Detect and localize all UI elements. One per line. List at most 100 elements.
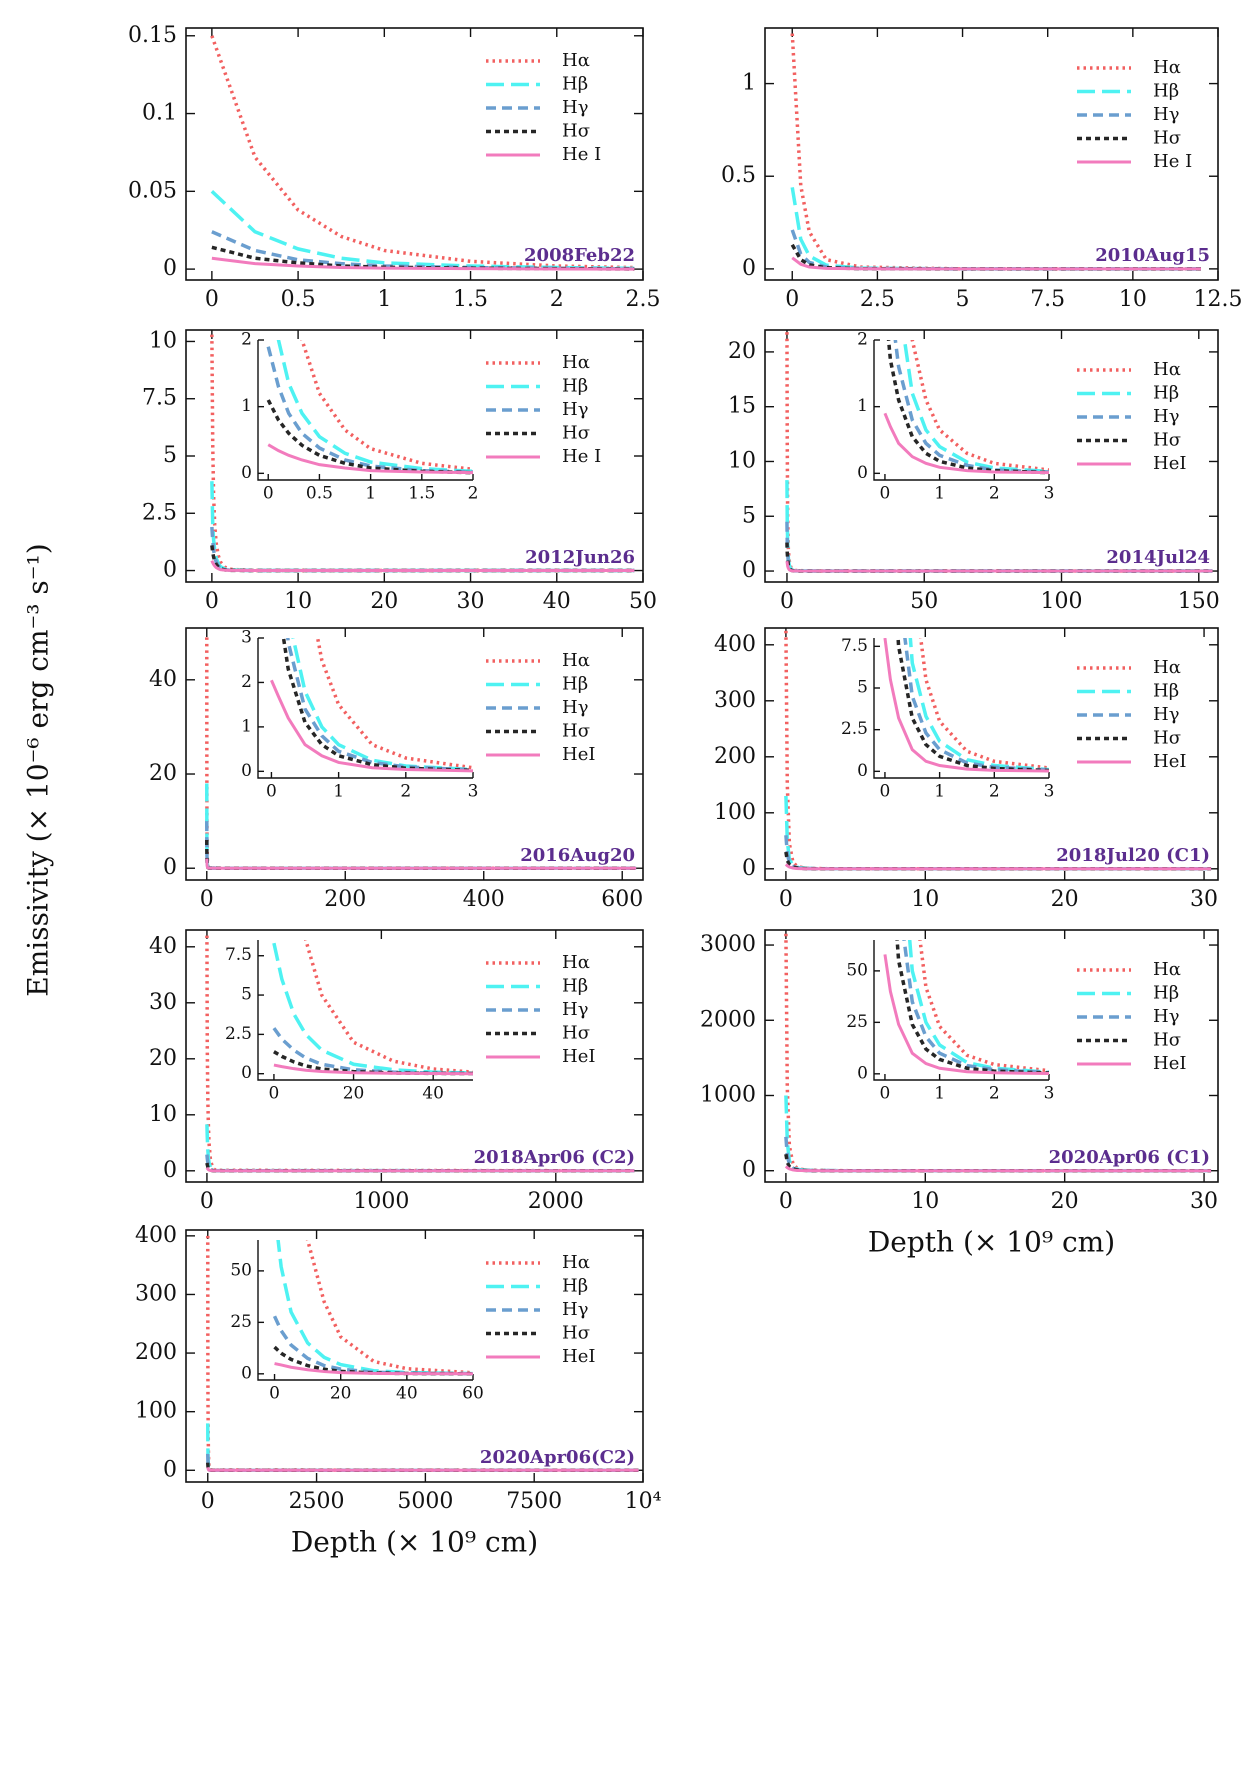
y-tick-label: 0 <box>163 558 177 583</box>
y-tick-label: 2.5 <box>841 719 868 739</box>
x-tick-label: 5 <box>956 287 970 312</box>
x-tick-label: 40 <box>422 1084 444 1104</box>
x-tick-label: 200 <box>324 887 366 912</box>
y-tick-label: 100 <box>135 1399 177 1424</box>
panel-label: 2018Apr06 (C2) <box>474 1147 635 1168</box>
axes-frame <box>764 27 1219 281</box>
x-tick-label: 20 <box>370 589 398 614</box>
series-line <box>211 256 635 271</box>
x-tick-label: 3 <box>1044 1084 1055 1104</box>
x-tick-label: 12.5 <box>1194 287 1243 312</box>
y-tick-label: 7.5 <box>841 636 868 656</box>
series-line <box>270 679 473 773</box>
x-tick-label: 1 <box>365 484 376 504</box>
legend-label: Hγ <box>1153 1006 1179 1027</box>
x-tick-label: 7.5 <box>1030 287 1065 312</box>
inset-spines <box>873 340 1049 481</box>
series-line <box>907 940 1049 1074</box>
y-tick-label: 0 <box>163 256 177 281</box>
x-axis-label: Depth (× 10⁹ cm) <box>868 1226 1115 1259</box>
y-tick-label: 0 <box>241 1363 252 1383</box>
x-tick-label: 600 <box>601 887 643 912</box>
y-tick-label: 100 <box>714 800 756 825</box>
x-tick-label: 2 <box>989 1084 1000 1104</box>
y-tick-label: 50 <box>846 960 868 980</box>
legend-label: Hβ <box>562 976 588 997</box>
inset-spines <box>257 638 473 779</box>
series-line <box>902 340 1049 474</box>
x-tick-label: 0 <box>880 782 891 802</box>
y-tick-label: 300 <box>135 1281 177 1306</box>
series-line <box>266 346 473 474</box>
x-tick-label: 10 <box>911 887 939 912</box>
legend-label: HeI <box>1153 1053 1186 1074</box>
series-line <box>893 340 1049 474</box>
y-tick-label: 0 <box>742 1158 756 1183</box>
legend-label: Hα <box>562 352 590 373</box>
legend-label: Hα <box>562 952 590 973</box>
x-tick-label: 10 <box>1119 287 1147 312</box>
inset-background <box>874 940 1049 1080</box>
y-tick-label: 300 <box>714 688 756 713</box>
x-tick-label: 400 <box>463 887 505 912</box>
inset: 0 20 40 0 2.5 5 7.5 <box>225 940 473 1104</box>
x-tick-label: 30 <box>1190 1189 1218 1214</box>
series-line <box>206 1462 639 1473</box>
x-tick-label: 7500 <box>506 1489 562 1514</box>
x-tick-label: 30 <box>1190 887 1218 912</box>
legend-label: Hγ <box>562 399 588 420</box>
y-axis-label: Emissivity (× 10⁻⁶ erg cm⁻³ s⁻¹) <box>22 543 55 996</box>
x-tick-label: 2000 <box>528 1189 584 1214</box>
y-tick-label: 2 <box>241 672 252 692</box>
y-tick-label: 25 <box>230 1312 252 1332</box>
legend-label: Hσ <box>562 721 590 742</box>
series-line <box>273 1063 473 1076</box>
y-tick-label: 0 <box>857 761 868 781</box>
axes-frame <box>185 27 644 281</box>
x-axis-label: Depth (× 10⁹ cm) <box>291 1526 538 1559</box>
y-tick-label: 0 <box>163 855 177 880</box>
series-line <box>791 256 1201 271</box>
series-line <box>908 638 1049 772</box>
y-tick-label: 0 <box>241 463 252 483</box>
y-tick-label: 2.5 <box>225 1024 252 1044</box>
x-tick-label: 50 <box>629 589 657 614</box>
y-tick-label: 5 <box>742 503 756 528</box>
x-tick-label: 2.5 <box>860 287 895 312</box>
series-line <box>291 638 473 772</box>
legend-label: Hσ <box>1153 1030 1181 1051</box>
x-tick-label: 3 <box>1044 782 1055 802</box>
x-tick-label: 10 <box>911 1189 939 1214</box>
x-tick-label: 0 <box>201 1489 215 1514</box>
inset: 0 0.5 1 1.5 2 0 1 2 <box>241 330 478 504</box>
y-tick-label: 0 <box>742 856 756 881</box>
series-line <box>210 560 635 573</box>
y-tick-label: 2 <box>241 330 252 350</box>
x-tick-label: 0.5 <box>306 484 333 504</box>
y-tick-label: 0.5 <box>721 163 756 188</box>
panel-label: 2018Jul20 (C1) <box>1056 845 1210 866</box>
inset-background <box>258 638 473 778</box>
legend-label: Hσ <box>1153 728 1181 749</box>
y-tick-label: 2.5 <box>142 500 177 525</box>
x-tick-label: 40 <box>396 1384 418 1404</box>
series-line <box>272 1315 473 1376</box>
legend-label: Hγ <box>562 97 588 118</box>
legend-label: Hβ <box>1153 81 1179 102</box>
legend-label: He I <box>562 144 601 165</box>
series-line <box>896 638 1049 773</box>
legend-label: Hγ <box>1153 704 1179 725</box>
y-tick-label: 0 <box>241 761 252 781</box>
legend-label: HeI <box>1153 751 1186 772</box>
legend-label: Hα <box>1153 57 1181 78</box>
inset-spines <box>873 940 1049 1081</box>
x-tick-label: 60 <box>462 1384 484 1404</box>
legend-label: HeI <box>562 1046 595 1067</box>
x-tick-label: 20 <box>1051 887 1079 912</box>
series-line <box>883 638 1049 773</box>
